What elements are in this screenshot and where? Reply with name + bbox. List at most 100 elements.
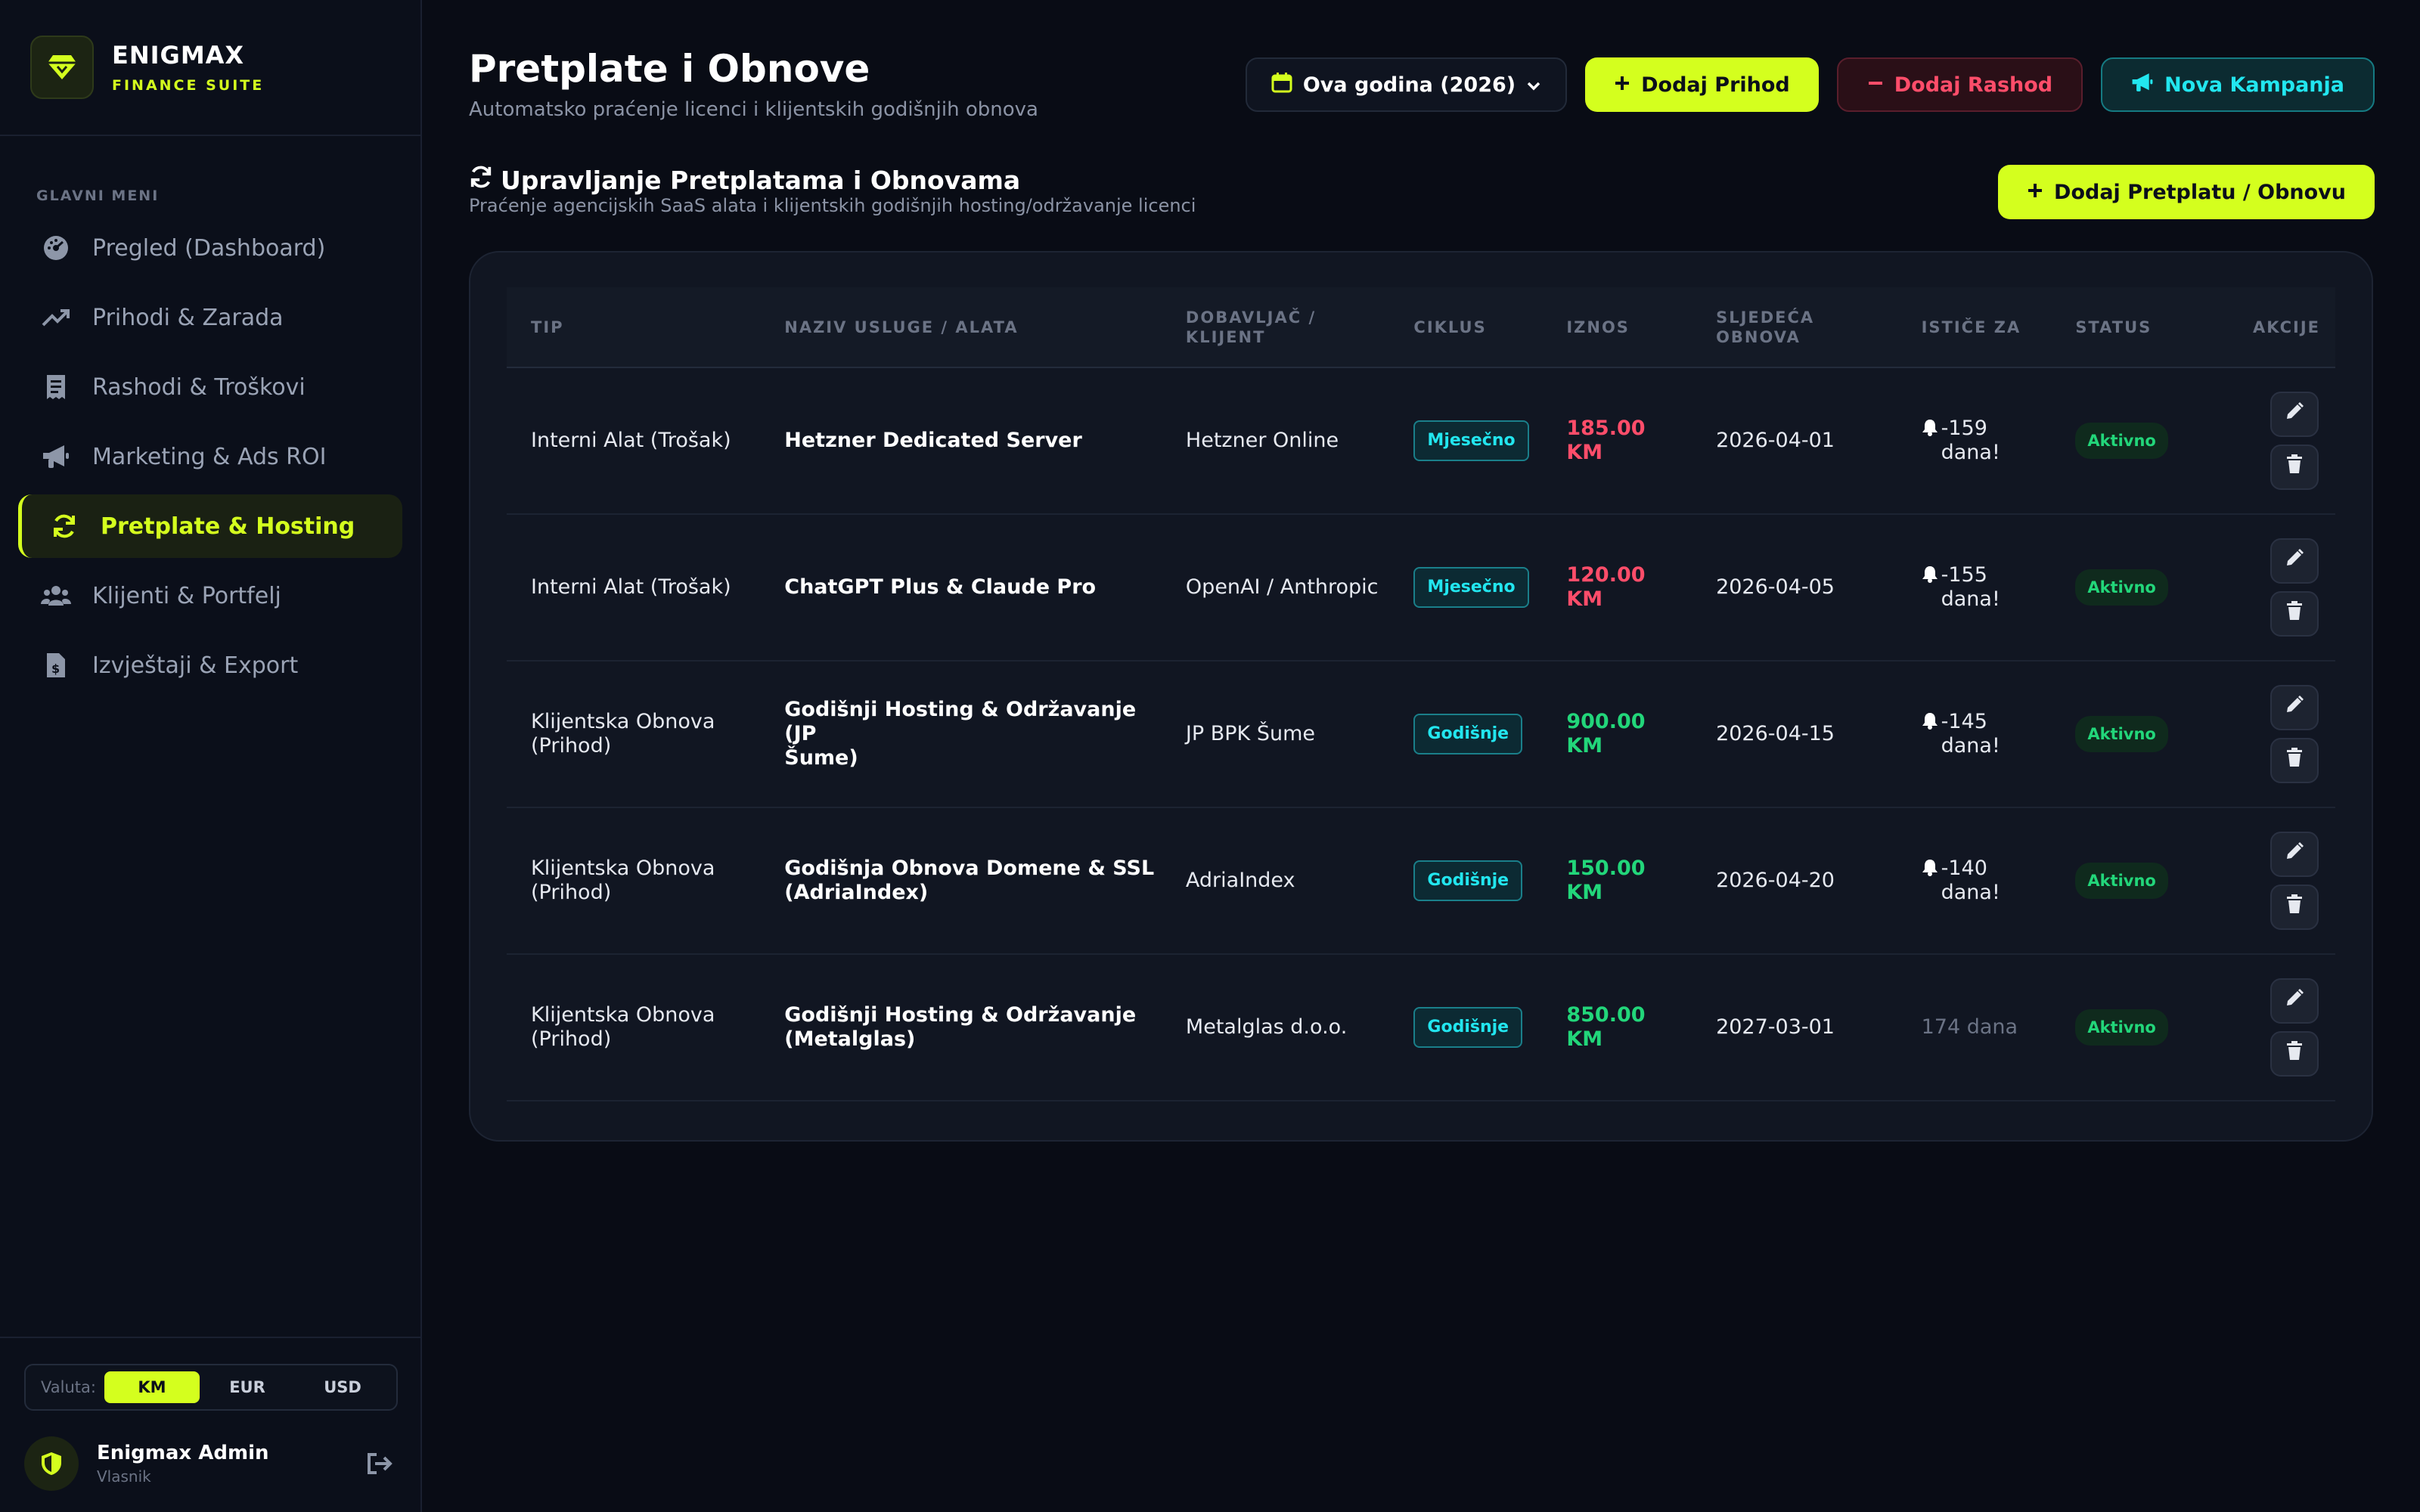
- sidebar-item-label: Pregled (Dashboard): [92, 234, 326, 262]
- top-actions: Ova godina (2026) Dodaj Prihod Dodaj Ras…: [1245, 57, 2375, 112]
- currency-option-km[interactable]: KM: [104, 1371, 200, 1403]
- currency-switcher: Valuta: KM EUR USD: [24, 1364, 398, 1411]
- cell-amount: 150.00 KM: [1542, 807, 1692, 955]
- delete-button[interactable]: [2270, 591, 2319, 637]
- status-badge: Aktivno: [2075, 716, 2168, 752]
- pencil-icon: [2285, 988, 2304, 1014]
- sidebar-item-label: Klijenti & Portfelj: [92, 582, 281, 609]
- currency-option-usd[interactable]: USD: [324, 1378, 361, 1396]
- delete-button[interactable]: [2270, 1031, 2319, 1077]
- dashboard-icon: [41, 233, 71, 263]
- expires-unit: dana!: [1941, 441, 2000, 464]
- sidebar-item-marketing[interactable]: Marketing & Ads ROI: [18, 425, 402, 488]
- sidebar-item-clients[interactable]: Klijenti & Portfelj: [18, 564, 402, 627]
- col-header-status: STATUS: [2051, 287, 2220, 368]
- cell-next-renewal: 2026-04-01: [1692, 367, 1897, 515]
- add-expense-button[interactable]: Dodaj Rashod: [1836, 57, 2083, 112]
- cell-service: Hetzner Dedicated Server: [760, 367, 1162, 515]
- edit-button[interactable]: [2270, 685, 2319, 730]
- expires-value: -155: [1941, 563, 1987, 587]
- sidebar-item-income[interactable]: Prihodi & Zarada: [18, 286, 402, 349]
- sidebar-item-dashboard[interactable]: Pregled (Dashboard): [18, 216, 402, 280]
- cell-next-renewal: 2026-04-05: [1692, 514, 1897, 662]
- subscriptions-table: TIP NAZIV USLUGE / ALATA DOBAVLJAČ / KLIJ…: [507, 287, 2335, 1101]
- bell-icon: [1922, 418, 1938, 442]
- section-title-text: Upravljanje Pretplatama i Obnovama: [501, 165, 1021, 195]
- plus-icon: [2027, 181, 2043, 204]
- currency-option-eur[interactable]: EUR: [229, 1378, 265, 1396]
- edit-button[interactable]: [2270, 392, 2319, 437]
- add-income-label: Dodaj Prihod: [1641, 73, 1790, 97]
- refresh-icon: [469, 165, 493, 195]
- trash-icon: [2286, 454, 2303, 480]
- cell-service: Godišnja Obnova Domene & SSL (AdriaIndex): [760, 807, 1162, 955]
- amount-value: 150.00 KM: [1566, 857, 1646, 904]
- cell-provider: Hetzner Online: [1161, 367, 1390, 515]
- cell-amount: 120.00 KM: [1542, 514, 1692, 662]
- user-role: Vlasnik: [97, 1467, 151, 1486]
- table-row: Interni Alat (Trošak) Hetzner Dedicated …: [507, 367, 2335, 515]
- col-header-provider: DOBAVLJAČ / KLIJENT: [1161, 287, 1390, 368]
- cell-actions: [2219, 367, 2335, 515]
- logout-icon[interactable]: [361, 1445, 398, 1482]
- cell-type: Klijentska Obnova (Prihod): [507, 807, 761, 955]
- section-subtitle: Praćenje agencijskih SaaS alata i klijen…: [469, 195, 1196, 216]
- col-header-actions: AKCIJE: [2219, 287, 2335, 368]
- new-campaign-button[interactable]: Nova Kampanja: [2101, 57, 2375, 112]
- col-header-amount: IZNOS: [1542, 287, 1692, 368]
- sidebar-item-label: Izvještaji & Export: [92, 652, 299, 679]
- edit-button[interactable]: [2270, 832, 2319, 877]
- col-header-cycle: CIKLUS: [1389, 287, 1543, 368]
- cycle-badge: Mjesečno: [1413, 567, 1529, 608]
- megaphone-icon: [41, 442, 71, 472]
- brand-name: ENIGMAX: [112, 41, 245, 70]
- sidebar-item-reports[interactable]: $ Izvještaji & Export: [18, 634, 402, 697]
- cell-provider: AdriaIndex: [1161, 807, 1390, 955]
- amount-value: 120.00 KM: [1566, 563, 1646, 611]
- amount-value: 900.00 KM: [1566, 710, 1646, 758]
- col-header-service: NAZIV USLUGE / ALATA: [760, 287, 1162, 368]
- cell-type: Klijentska Obnova (Prihod): [507, 661, 761, 808]
- cell-status: Aktivno: [2051, 807, 2220, 955]
- table-row: Interni Alat (Trošak) ChatGPT Plus & Cla…: [507, 514, 2335, 662]
- edit-button[interactable]: [2270, 538, 2319, 584]
- cell-cycle: Godišnje: [1389, 807, 1543, 955]
- section-title: Upravljanje Pretplatama i Obnovama: [469, 165, 1020, 195]
- cell-actions: [2219, 661, 2335, 808]
- col-header-next-renewal: SLJEDEĆA OBNOVA: [1692, 287, 1897, 368]
- table-header-row: TIP NAZIV USLUGE / ALATA DOBAVLJAČ / KLIJ…: [507, 287, 2335, 368]
- add-subscription-button[interactable]: Dodaj Pretplatu / Obnovu: [1998, 165, 2375, 219]
- add-income-button[interactable]: Dodaj Prihod: [1585, 57, 1819, 112]
- col-header-type: TIP: [507, 287, 761, 368]
- edit-button[interactable]: [2270, 978, 2319, 1024]
- bell-icon: [1922, 565, 1938, 589]
- cell-amount: 185.00 KM: [1542, 367, 1692, 515]
- cell-provider: Metalglas d.o.o.: [1161, 954, 1390, 1101]
- table-row: Klijentska Obnova (Prihod) Godišnja Obnov…: [507, 807, 2335, 955]
- cell-status: Aktivno: [2051, 954, 2220, 1101]
- cell-status: Aktivno: [2051, 367, 2220, 515]
- status-badge: Aktivno: [2075, 863, 2168, 899]
- avatar: [24, 1436, 79, 1491]
- cycle-badge: Godišnje: [1413, 860, 1523, 901]
- cell-next-renewal: 2026-04-20: [1692, 807, 1897, 955]
- expires-value: -140: [1941, 857, 1987, 880]
- table-row: Klijentska Obnova (Prihod) Godišnji Hosti…: [507, 661, 2335, 808]
- cell-next-renewal: 2026-04-15: [1692, 661, 1897, 808]
- menu-title: GLAVNI MENI: [36, 187, 160, 204]
- bell-icon: [1922, 858, 1938, 882]
- sidebar-item-expenses[interactable]: Rashodi & Troškovi: [18, 355, 402, 419]
- cell-service: Godišnji Hosting & Održavanje (Metalglas): [760, 954, 1162, 1101]
- delete-button[interactable]: [2270, 738, 2319, 783]
- trash-icon: [2286, 894, 2303, 920]
- delete-button[interactable]: [2270, 885, 2319, 930]
- file-invoice-icon: $: [41, 650, 71, 680]
- currency-label: Valuta:: [41, 1378, 96, 1396]
- plus-icon: [1614, 73, 1630, 97]
- year-filter-dropdown[interactable]: Ova godina (2026): [1245, 57, 1568, 112]
- delete-button[interactable]: [2270, 445, 2319, 490]
- cell-actions: [2219, 807, 2335, 955]
- sidebar-item-subscriptions[interactable]: Pretplate & Hosting: [18, 494, 402, 558]
- calendar-icon: [1271, 72, 1292, 98]
- trash-icon: [2286, 601, 2303, 627]
